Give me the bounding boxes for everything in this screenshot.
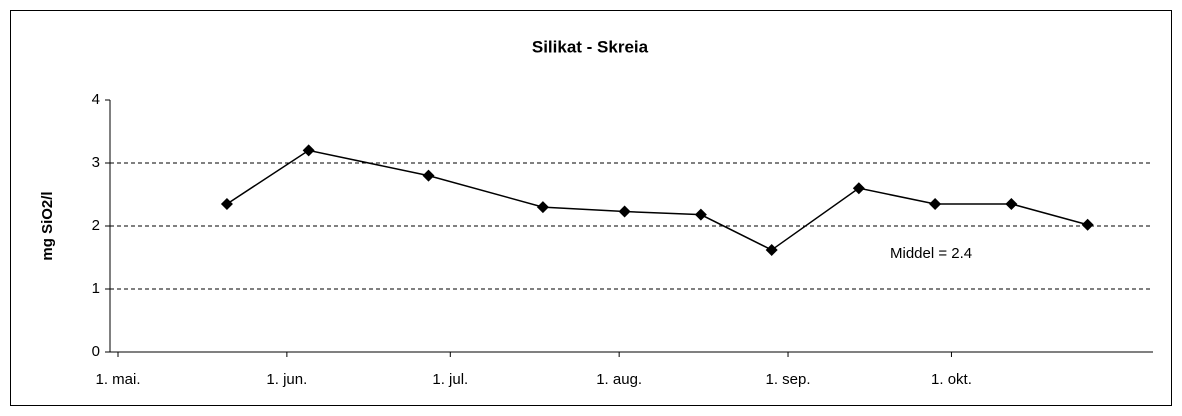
annotation: Middel = 2.4	[890, 245, 972, 262]
point-marker	[694, 208, 707, 221]
x-tick-label: 1. mai.	[95, 371, 140, 388]
chart-border	[10, 10, 1172, 406]
point-marker	[852, 182, 865, 195]
point-marker	[220, 197, 233, 210]
point-marker	[302, 144, 315, 157]
point-marker	[422, 169, 435, 182]
point-marker	[618, 205, 631, 218]
x-tick-label: 1. jul.	[432, 371, 468, 388]
x-tick-label: 1. jun.	[266, 371, 307, 388]
point-marker	[929, 197, 942, 210]
point-marker	[536, 201, 549, 214]
y-tick-label: 1	[92, 280, 100, 297]
y-tick-label: 0	[92, 343, 100, 360]
y-tick-label: 3	[92, 154, 100, 171]
y-tick-label: 4	[92, 91, 100, 108]
point-marker	[1005, 197, 1018, 210]
chart-title: Silikat - Skreia	[532, 37, 649, 56]
point-marker	[765, 243, 778, 256]
x-tick-label: 1. sep.	[766, 371, 811, 388]
x-tick-label: 1. aug.	[596, 371, 642, 388]
x-tick-label: 1. okt.	[931, 371, 972, 388]
y-axis-label: mg SiO2/l	[39, 191, 56, 260]
y-tick-label: 2	[92, 217, 100, 234]
point-marker	[1081, 218, 1094, 231]
